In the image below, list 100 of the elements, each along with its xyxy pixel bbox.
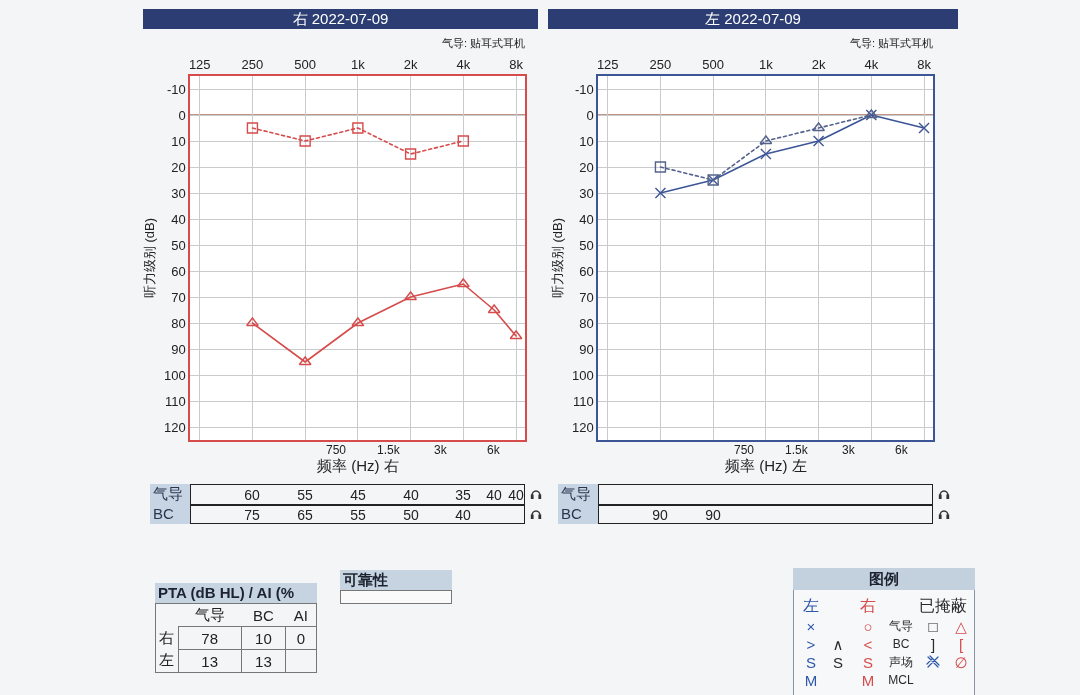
text: 图例 bbox=[793, 568, 975, 590]
y-tick-label: 100 bbox=[572, 367, 594, 383]
text: ○ bbox=[863, 617, 873, 635]
text: 1.5k bbox=[377, 443, 401, 457]
x-tick-label: 250 bbox=[241, 57, 264, 73]
y-tick-label: -10 bbox=[575, 81, 594, 97]
text: 左 bbox=[803, 597, 819, 614]
text: BC bbox=[153, 504, 174, 524]
text: PTA (dB HL) / AI (% bbox=[155, 583, 317, 603]
y-tick-label: 40 bbox=[171, 211, 186, 227]
text: 55 bbox=[350, 506, 366, 525]
text: □ bbox=[928, 617, 938, 635]
point bbox=[760, 148, 772, 160]
text: BC bbox=[892, 637, 910, 651]
point bbox=[404, 291, 418, 301]
text: ] bbox=[930, 635, 936, 653]
category-label: AI bbox=[292, 605, 309, 626]
data-label: 78 bbox=[178, 626, 242, 650]
text: S bbox=[805, 653, 817, 671]
text: 40 bbox=[403, 486, 419, 505]
text: 750 bbox=[326, 443, 347, 457]
chart-subtitle: 气导: 贴耳式耳机 bbox=[849, 37, 933, 50]
x-axis-title: 频率 (Hz) 左 bbox=[725, 457, 807, 474]
text: 40 bbox=[508, 486, 524, 505]
y-tick-label: 30 bbox=[171, 185, 186, 201]
x-tick-label: 8k bbox=[917, 57, 932, 73]
data-label: 0 bbox=[285, 626, 317, 650]
text: × bbox=[806, 617, 816, 635]
y-axis-title: 听力级别 (dB) bbox=[550, 217, 566, 299]
category-label: 气导 bbox=[193, 604, 226, 625]
category-label: BC bbox=[252, 605, 275, 626]
x-tick-label: 4k bbox=[864, 57, 879, 73]
text: MCL bbox=[888, 673, 914, 687]
text: M bbox=[861, 671, 875, 689]
point bbox=[654, 161, 667, 173]
chart-title: 左 2022-07-09 bbox=[548, 9, 958, 29]
y-tick-label: 0 bbox=[178, 107, 186, 123]
text: 65 bbox=[297, 506, 313, 525]
legend-label: 右 bbox=[158, 627, 176, 648]
chart-subtitle: 气导: 贴耳式耳机 bbox=[441, 37, 525, 50]
text: BC bbox=[561, 504, 582, 524]
text: 已掩蔽 bbox=[919, 597, 967, 614]
text: > bbox=[806, 635, 816, 653]
x-tick-label: 250 bbox=[649, 57, 672, 73]
y-tick-label: 100 bbox=[164, 367, 186, 383]
point bbox=[352, 122, 364, 134]
point bbox=[404, 148, 417, 160]
text: ∅ bbox=[954, 653, 968, 671]
point bbox=[918, 122, 930, 134]
x-tick-label: 2k bbox=[811, 57, 826, 73]
text: S bbox=[862, 653, 874, 671]
text: [ bbox=[958, 635, 964, 653]
text: 气导 bbox=[153, 484, 183, 504]
x-tick-label: 1k bbox=[759, 57, 774, 73]
text: < bbox=[863, 635, 873, 653]
point bbox=[456, 278, 470, 288]
y-tick-label: 60 bbox=[579, 263, 594, 279]
x-tick-label: 500 bbox=[294, 57, 317, 73]
text: 3k bbox=[842, 443, 856, 457]
text: 6k bbox=[487, 443, 501, 457]
text: 6k bbox=[895, 443, 909, 457]
point bbox=[759, 135, 773, 145]
text: 声场 bbox=[889, 655, 913, 669]
x-tick-label: 1k bbox=[351, 57, 366, 73]
text: ∧ bbox=[832, 635, 844, 653]
point bbox=[246, 122, 259, 134]
text: 气导 bbox=[889, 619, 913, 633]
legend-label: 左 bbox=[158, 650, 176, 671]
text: M bbox=[804, 671, 818, 689]
y-tick-label: 80 bbox=[579, 315, 594, 331]
text: 90 bbox=[705, 506, 721, 525]
x-tick-label: 125 bbox=[188, 57, 211, 73]
y-tick-label: 50 bbox=[171, 237, 186, 253]
data-label: 13 bbox=[241, 649, 286, 673]
y-tick-label: 110 bbox=[573, 393, 594, 409]
point bbox=[812, 122, 826, 132]
x-tick-label: 8k bbox=[509, 57, 524, 73]
y-tick-label: 70 bbox=[579, 289, 594, 305]
y-tick-label: 90 bbox=[171, 341, 186, 357]
text: 1.5k bbox=[785, 443, 809, 457]
text: 3k bbox=[434, 443, 448, 457]
y-tick-label: -10 bbox=[167, 81, 186, 97]
text: 60 bbox=[244, 486, 260, 505]
y-tick-label: 60 bbox=[171, 263, 186, 279]
chart-title: 右 2022-07-09 bbox=[143, 9, 538, 29]
y-tick-label: 0 bbox=[586, 107, 594, 123]
y-tick-label: 10 bbox=[171, 133, 186, 149]
y-tick-label: 70 bbox=[171, 289, 186, 305]
y-tick-label: 10 bbox=[579, 133, 594, 149]
x-tick-label: 500 bbox=[702, 57, 725, 73]
text: 90 bbox=[652, 506, 668, 525]
y-tick-label: 50 bbox=[579, 237, 594, 253]
text: 右 bbox=[860, 597, 876, 614]
text: 750 bbox=[734, 443, 755, 457]
x-tick-label: 125 bbox=[596, 57, 619, 73]
y-tick-label: 20 bbox=[171, 159, 186, 175]
x-axis-title: 频率 (Hz) 右 bbox=[317, 457, 399, 474]
text: 气导 bbox=[561, 484, 591, 504]
text: 40 bbox=[486, 486, 502, 505]
x-tick-label: 2k bbox=[403, 57, 418, 73]
